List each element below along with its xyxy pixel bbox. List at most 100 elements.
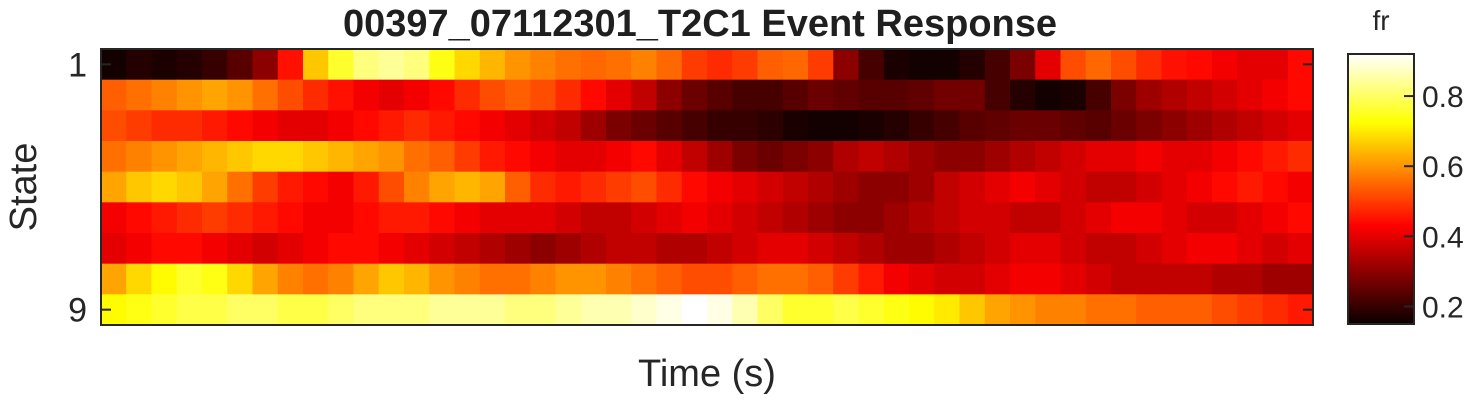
heatmap-cell xyxy=(252,79,279,111)
colorbar-title: fr xyxy=(1372,5,1389,36)
colorbar-tick-label: 0.8 xyxy=(1422,81,1464,114)
heatmap-cell xyxy=(353,233,380,265)
heatmap-cell xyxy=(656,263,683,295)
heatmap-cell xyxy=(782,49,809,81)
heatmap-cell xyxy=(429,110,456,142)
heatmap-cell xyxy=(151,49,178,81)
heatmap-cell xyxy=(151,263,178,295)
heatmap-cell xyxy=(151,141,178,173)
heatmap-cell xyxy=(1161,202,1188,234)
heatmap-cell xyxy=(1035,49,1062,81)
heatmap-cell xyxy=(1262,49,1289,81)
heatmap-cell xyxy=(580,202,607,234)
heatmap-cell xyxy=(1161,233,1188,265)
heatmap-cell xyxy=(1060,233,1087,265)
heatmap-cell xyxy=(909,141,935,173)
heatmap-cell xyxy=(530,171,557,203)
heatmap-cell xyxy=(1060,171,1087,203)
heatmap-cell xyxy=(126,202,153,234)
heatmap-cell xyxy=(454,233,481,265)
heatmap-cell xyxy=(227,171,254,203)
heatmap-cell xyxy=(479,110,506,142)
heatmap-cell xyxy=(404,233,430,265)
heatmap-cell xyxy=(378,202,405,234)
heatmap-cell xyxy=(757,233,784,265)
heatmap-cell xyxy=(883,263,910,295)
heatmap-cell xyxy=(707,171,733,203)
heatmap-cell xyxy=(1060,263,1087,295)
heatmap-cell xyxy=(505,263,531,295)
heatmap-cell xyxy=(328,171,355,203)
heatmap-cell xyxy=(353,79,380,111)
heatmap-cell xyxy=(555,110,582,142)
heatmap-cell xyxy=(378,233,405,265)
heatmap-cell xyxy=(227,49,254,81)
heatmap-cell xyxy=(505,79,531,111)
heatmap-cell xyxy=(1212,79,1238,111)
heatmap-cell xyxy=(378,110,405,142)
heatmap-cell xyxy=(1262,79,1289,111)
heatmap-cell xyxy=(555,141,582,173)
heatmap-cell xyxy=(277,171,304,203)
heatmap-cell xyxy=(1111,202,1137,234)
heatmap-cell xyxy=(732,263,759,295)
heatmap-cell xyxy=(328,233,355,265)
heatmap-cell xyxy=(808,263,834,295)
heatmap-cell xyxy=(303,171,329,203)
heatmap-cell xyxy=(984,141,1011,173)
heatmap-cell xyxy=(732,141,759,173)
heatmap-cell xyxy=(681,202,708,234)
heatmap-cell xyxy=(555,49,582,81)
heatmap-cell xyxy=(378,141,405,173)
heatmap-cell xyxy=(454,141,481,173)
heatmap-cell xyxy=(757,110,784,142)
heatmap xyxy=(101,49,1314,326)
heatmap-cell xyxy=(1010,110,1036,142)
heatmap-cell xyxy=(1136,171,1163,203)
heatmap-cell xyxy=(1237,110,1264,142)
heatmap-cell xyxy=(202,79,228,111)
heatmap-cell xyxy=(303,233,329,265)
heatmap-cell xyxy=(176,49,203,81)
heatmap-cell xyxy=(530,294,557,326)
heatmap-cell xyxy=(1035,263,1062,295)
heatmap-cell xyxy=(479,233,506,265)
heatmap-cell xyxy=(707,141,733,173)
heatmap-cell xyxy=(580,171,607,203)
heatmap-cell xyxy=(378,263,405,295)
heatmap-cell xyxy=(808,171,834,203)
heatmap-cell xyxy=(707,233,733,265)
heatmap-cell xyxy=(176,110,203,142)
heatmap-cell xyxy=(429,233,456,265)
heatmap-cell xyxy=(353,202,380,234)
heatmap-cell xyxy=(1262,263,1289,295)
heatmap-cell xyxy=(176,263,203,295)
heatmap-cell xyxy=(959,79,986,111)
heatmap-cell xyxy=(227,263,254,295)
heatmap-cell xyxy=(328,110,355,142)
heatmap-cell xyxy=(1060,79,1087,111)
heatmap-cell xyxy=(252,49,279,81)
heatmap-cell xyxy=(707,202,733,234)
heatmap-cell xyxy=(782,79,809,111)
heatmap-cell xyxy=(606,79,632,111)
heatmap-cell xyxy=(1136,202,1163,234)
heatmap-cell xyxy=(606,263,632,295)
heatmap-cell xyxy=(1186,79,1213,111)
heatmap-cell xyxy=(1212,233,1238,265)
heatmap-cell xyxy=(202,110,228,142)
heatmap-cell xyxy=(505,49,531,81)
heatmap-cell xyxy=(277,233,304,265)
heatmap-cell xyxy=(277,110,304,142)
heatmap-cell xyxy=(479,79,506,111)
heatmap-cell xyxy=(808,294,834,326)
heatmap-cell xyxy=(479,294,506,326)
heatmap-cell xyxy=(1010,141,1036,173)
heatmap-cell xyxy=(1212,49,1238,81)
heatmap-cell xyxy=(984,79,1011,111)
heatmap-cell xyxy=(1111,233,1137,265)
heatmap-cell xyxy=(151,233,178,265)
heatmap-cell xyxy=(303,110,329,142)
heatmap-cell xyxy=(1136,294,1163,326)
heatmap-cell xyxy=(227,233,254,265)
